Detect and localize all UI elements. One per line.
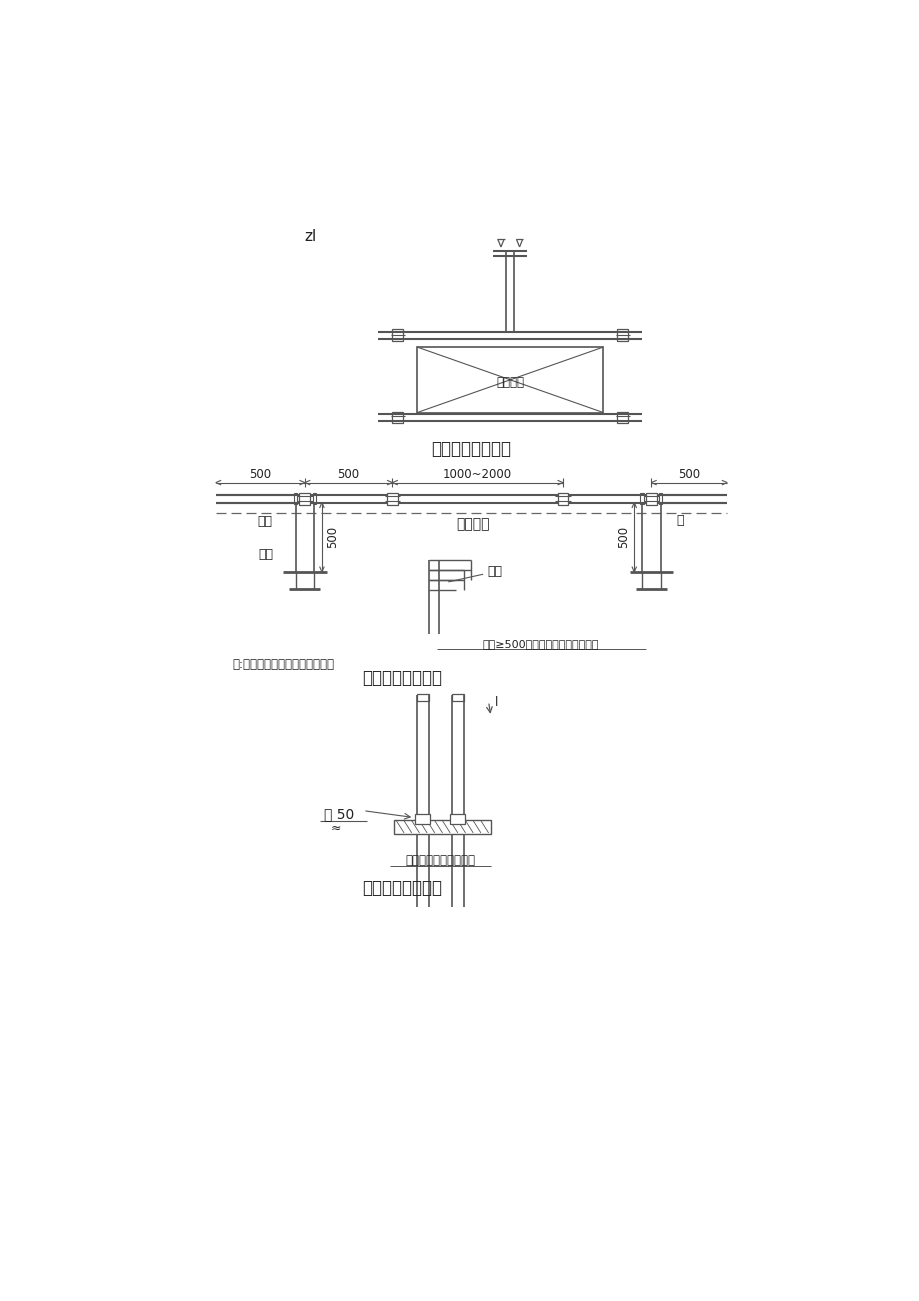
Bar: [617, 411, 628, 423]
Text: 注:桥架横担的开口方向协调一致: 注:桥架横担的开口方向协调一致: [233, 658, 335, 671]
Text: 竖向安装支架间距: 竖向安装支架间距: [361, 878, 441, 896]
Text: 水平桥架: 水平桥架: [456, 518, 489, 531]
Bar: [417, 693, 428, 701]
Text: 500: 500: [677, 468, 699, 481]
Text: l: l: [494, 696, 497, 709]
Text: 支架: 支架: [258, 549, 273, 562]
Bar: [299, 493, 310, 505]
Text: 弯: 弯: [675, 514, 683, 527]
Text: 500: 500: [617, 526, 630, 548]
Bar: [658, 493, 662, 505]
Bar: [645, 493, 656, 505]
Bar: [640, 493, 643, 505]
Bar: [617, 329, 628, 341]
Bar: [294, 493, 297, 505]
Text: 电气桥架: 电气桥架: [495, 376, 524, 389]
Bar: [392, 411, 403, 423]
Text: ≈: ≈: [330, 822, 341, 835]
Bar: [312, 493, 315, 505]
Bar: [387, 493, 397, 505]
Bar: [451, 693, 463, 701]
Bar: [557, 493, 568, 505]
Text: 1000~2000: 1000~2000: [443, 468, 512, 481]
Text: 三通: 三通: [256, 515, 272, 528]
Bar: [449, 813, 465, 825]
Text: 500: 500: [249, 468, 271, 481]
Text: 支架: 支架: [486, 566, 502, 579]
Text: 跚 50: 跚 50: [323, 808, 354, 821]
Text: 固定支架制作安装: 固定支架制作安装: [431, 440, 511, 458]
Text: 踢处不得设置在楼板内: 踢处不得设置在楼板内: [405, 855, 475, 868]
Text: 水平安装支架间距: 水平安装支架间距: [361, 669, 441, 687]
Bar: [392, 329, 403, 341]
Bar: [393, 820, 491, 834]
Bar: [414, 813, 430, 825]
Bar: [417, 347, 603, 412]
Text: zl: zl: [304, 229, 317, 245]
Text: 宽度≥500时，桥架配件中间加支架: 宽度≥500时，桥架配件中间加支架: [482, 639, 599, 648]
Text: 500: 500: [337, 468, 359, 481]
Text: 500: 500: [326, 526, 339, 548]
